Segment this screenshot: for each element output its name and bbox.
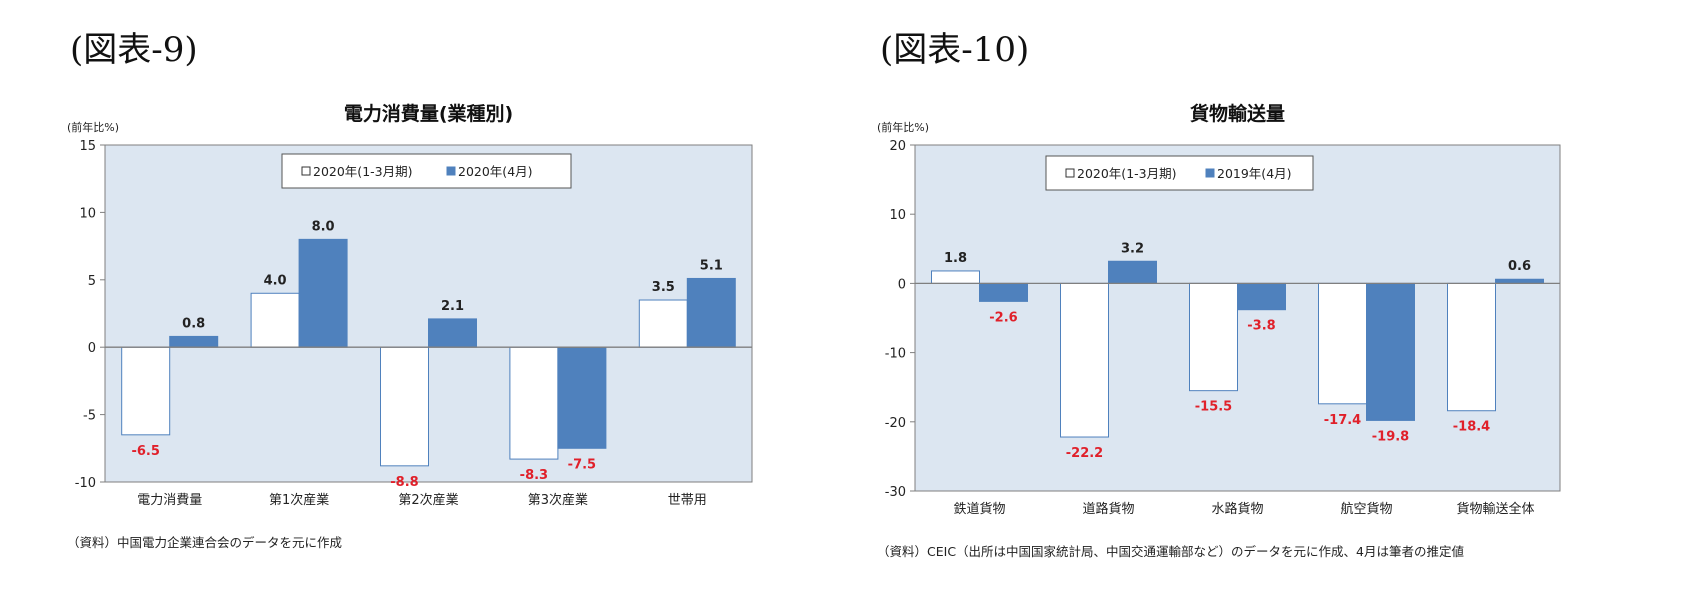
bar [380,346,429,467]
data-label: 1.8 [944,251,967,266]
source-note: （資料）中国電力企業連合会のデータを元に作成 [67,535,342,550]
category-label: 第1次産業 [269,492,329,508]
data-label: -8.3 [520,468,548,483]
category-label: 世帯用 [668,493,707,508]
y-tick-label: -10 [885,347,906,362]
category-label: 水路貨物 [1211,501,1263,517]
bar [428,318,477,348]
data-label: -22.2 [1066,446,1103,461]
data-label: -7.5 [568,457,596,472]
data-label: -15.5 [1195,400,1232,415]
y-axis-unit-label: (前年比%) [877,120,929,134]
y-tick-label: 20 [889,139,906,154]
freight-volume-chart: 貨物輸送量 (前年比%) -30 -20 -10 0 10 20 鉄道貨物 1.8 -2.6 道路貨物… [877,102,1561,559]
chart-title: 電力消費量(業種別) [344,102,513,125]
legend-box [1045,155,1314,191]
data-label: 3.2 [1121,241,1144,256]
y-tick-label: 5 [88,274,96,289]
category-label: 道路貨物 [1082,501,1134,517]
bar [1447,282,1496,412]
legend-swatch [1205,168,1215,178]
electricity-consumption-chart: 電力消費量(業種別) (前年比%) -10 -5 0 5 10 15 電力消費量 -6.5 0.8 第… [67,102,753,550]
category-label: 第3次産業 [528,492,588,508]
y-tick-label: -10 [75,476,96,491]
bar [1318,282,1367,405]
y-tick-label: -30 [885,485,906,500]
bar [931,270,980,284]
data-label: -17.4 [1324,413,1361,428]
data-label: -8.8 [390,475,418,490]
bar [121,346,171,436]
y-tick-label: 10 [889,208,906,223]
legend-swatch [446,166,456,176]
bar [250,292,300,348]
legend-swatch [301,166,311,176]
legend-entry: 2020年(1-3月期) [1077,166,1176,181]
bar [557,346,607,449]
bar [298,238,348,348]
y-tick-label: -20 [885,416,906,431]
bar [1237,282,1286,311]
category-label: 鉄道貨物 [953,501,1005,517]
legend-entry: 2020年(4月) [458,164,533,179]
legend-entry: 2020年(1-3月期) [313,164,412,179]
data-label: -18.4 [1453,420,1490,435]
data-label: 3.5 [652,280,675,295]
data-label: 5.1 [700,258,723,273]
data-label: 0.8 [182,316,205,331]
y-tick-label: 15 [79,139,96,154]
data-label: 8.0 [312,219,335,234]
figure-10-label: (図表-10) [880,30,1030,70]
bar [638,299,688,348]
category-label: 電力消費量 [137,493,202,508]
bar [979,282,1028,302]
data-label: 0.6 [1508,259,1531,274]
bar [509,346,559,460]
bar [686,277,736,348]
source-note: （資料）CEIC（出所は中国国家統計局、中国交通運輸部など）のデータを元に作成、… [877,544,1464,559]
data-label: 4.0 [264,273,287,288]
data-label: -6.5 [131,444,159,459]
chart-title: 貨物輸送量 [1190,102,1285,125]
y-tick-label: -5 [83,409,96,424]
data-label: -3.8 [1247,319,1275,334]
data-label: 2.1 [441,299,464,314]
bar [169,335,219,348]
data-label: -19.8 [1372,429,1409,444]
bar [1108,260,1157,284]
category-label: 第2次産業 [398,492,458,508]
bar [1366,282,1415,421]
legend-swatch [1065,168,1075,178]
category-label: 航空貨物 [1340,501,1392,517]
legend-entry: 2019年(4月) [1217,166,1292,181]
y-tick-label: 0 [898,277,906,292]
y-tick-label: 10 [79,206,96,221]
bar [1189,282,1238,392]
y-axis-unit-label: (前年比%) [67,120,119,134]
category-label: 貨物輸送全体 [1456,501,1534,517]
legend-box [281,153,572,189]
bar [1060,282,1109,438]
data-label: -2.6 [989,310,1017,325]
y-tick-label: 0 [88,341,96,356]
figure-9-label: (図表-9) [70,30,198,70]
